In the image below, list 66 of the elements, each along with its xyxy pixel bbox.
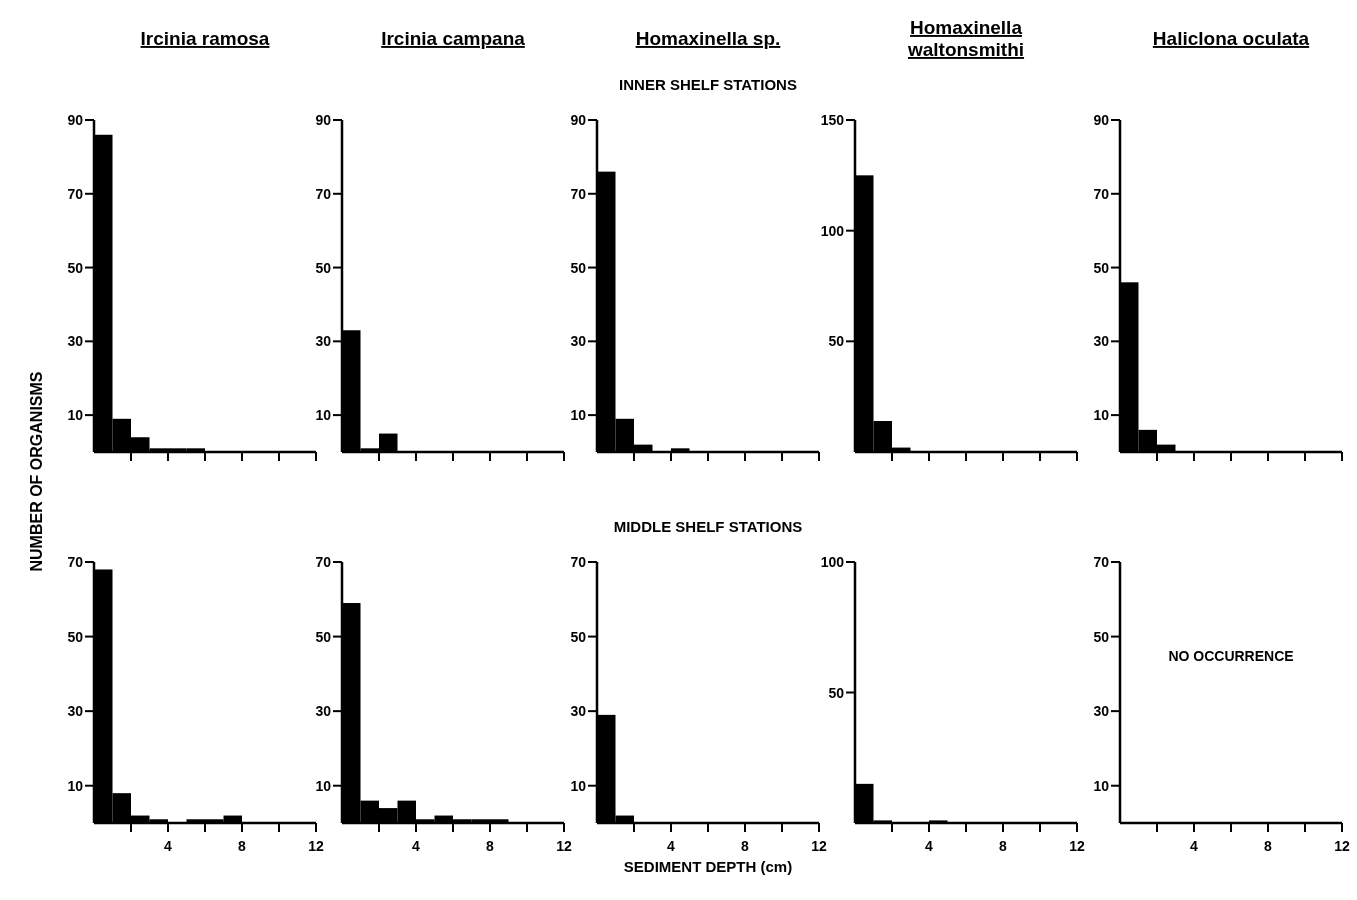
y-tick-label: 30 bbox=[67, 703, 84, 720]
annotation: NO OCCURRENCE bbox=[1168, 648, 1294, 665]
x-tick-label: 8 bbox=[486, 838, 495, 854]
y-tick-label: 100 bbox=[820, 222, 845, 239]
y-tick-label: 50 bbox=[67, 628, 84, 645]
y-tick-label: 50 bbox=[1093, 259, 1110, 276]
chart-subtitle: MIDDLE SHELF STATIONS bbox=[613, 518, 803, 535]
y-tick-label: 70 bbox=[570, 554, 587, 570]
y-tick-label: 50 bbox=[828, 684, 845, 701]
x-tick-label: 8 bbox=[999, 838, 1008, 854]
chart-subtitle: INNER SHELF STATIONS bbox=[619, 76, 797, 93]
y-tick-label: 70 bbox=[315, 185, 332, 202]
y-tick-label: 30 bbox=[315, 333, 332, 350]
y-tick-label: 10 bbox=[315, 777, 332, 794]
y-tick-label: 30 bbox=[67, 333, 84, 350]
y-tick-label: 10 bbox=[67, 407, 84, 424]
y-tick-label: 10 bbox=[570, 407, 587, 424]
y-tick-label: 30 bbox=[570, 333, 587, 350]
y-tick-label: 70 bbox=[67, 554, 84, 570]
x-tick-label: 4 bbox=[1190, 838, 1199, 854]
y-tick-label: 10 bbox=[67, 777, 84, 794]
y-tick-label: 90 bbox=[67, 112, 84, 128]
y-tick-label: 70 bbox=[1093, 554, 1110, 570]
y-tick-label: 90 bbox=[570, 112, 587, 128]
chart-title: Homaxinella sp. bbox=[635, 28, 781, 49]
x-tick-label: 4 bbox=[667, 838, 676, 854]
x-tick-label: 12 bbox=[1334, 838, 1350, 854]
chart-title: Homaxinella waltonsmithi bbox=[906, 17, 1025, 60]
x-tick-label: 12 bbox=[556, 838, 572, 854]
y-tick-label: 50 bbox=[67, 259, 84, 276]
y-tick-label: 70 bbox=[67, 185, 84, 202]
y-tick-label: 30 bbox=[1093, 333, 1110, 350]
y-tick-label: 10 bbox=[570, 777, 587, 794]
y-tick-label: 150 bbox=[820, 112, 845, 128]
x-tick-label: 12 bbox=[1069, 838, 1085, 854]
x-tick-label: 8 bbox=[1264, 838, 1273, 854]
y-tick-label: 70 bbox=[570, 185, 587, 202]
y-tick-label: 10 bbox=[1093, 777, 1110, 794]
x-tick-label: 4 bbox=[925, 838, 934, 854]
x-tick-label: 4 bbox=[412, 838, 421, 854]
y-tick-label: 90 bbox=[315, 112, 332, 128]
x-tick-label: 12 bbox=[308, 838, 324, 854]
x-tick-label: 8 bbox=[238, 838, 247, 854]
chart-title: Ircinia campana bbox=[381, 28, 526, 49]
x-tick-label: 8 bbox=[741, 838, 750, 854]
y-tick-label: 70 bbox=[1093, 185, 1110, 202]
y-axis-title: NUMBER OF ORGANISMS bbox=[28, 371, 45, 572]
y-tick-label: 100 bbox=[820, 554, 845, 570]
y-tick-label: 50 bbox=[570, 628, 587, 645]
y-tick-label: 10 bbox=[315, 407, 332, 424]
y-tick-label: 50 bbox=[570, 259, 587, 276]
x-tick-label: 12 bbox=[811, 838, 827, 854]
y-tick-label: 50 bbox=[315, 259, 332, 276]
x-tick-label: 4 bbox=[164, 838, 173, 854]
y-tick-label: 30 bbox=[570, 703, 587, 720]
y-tick-label: 90 bbox=[1093, 112, 1110, 128]
chart-title: Ircinia ramosa bbox=[140, 28, 270, 49]
y-tick-label: 50 bbox=[1093, 628, 1110, 645]
y-tick-label: 30 bbox=[315, 703, 332, 720]
x-axis-title: SEDIMENT DEPTH (cm) bbox=[623, 858, 793, 875]
y-tick-label: 50 bbox=[828, 333, 845, 350]
y-tick-label: 10 bbox=[1093, 407, 1110, 424]
y-tick-label: 30 bbox=[1093, 703, 1110, 720]
chart-title: Haliclona oculata bbox=[1152, 28, 1310, 49]
y-tick-label: 70 bbox=[315, 554, 332, 570]
y-tick-label: 50 bbox=[315, 628, 332, 645]
